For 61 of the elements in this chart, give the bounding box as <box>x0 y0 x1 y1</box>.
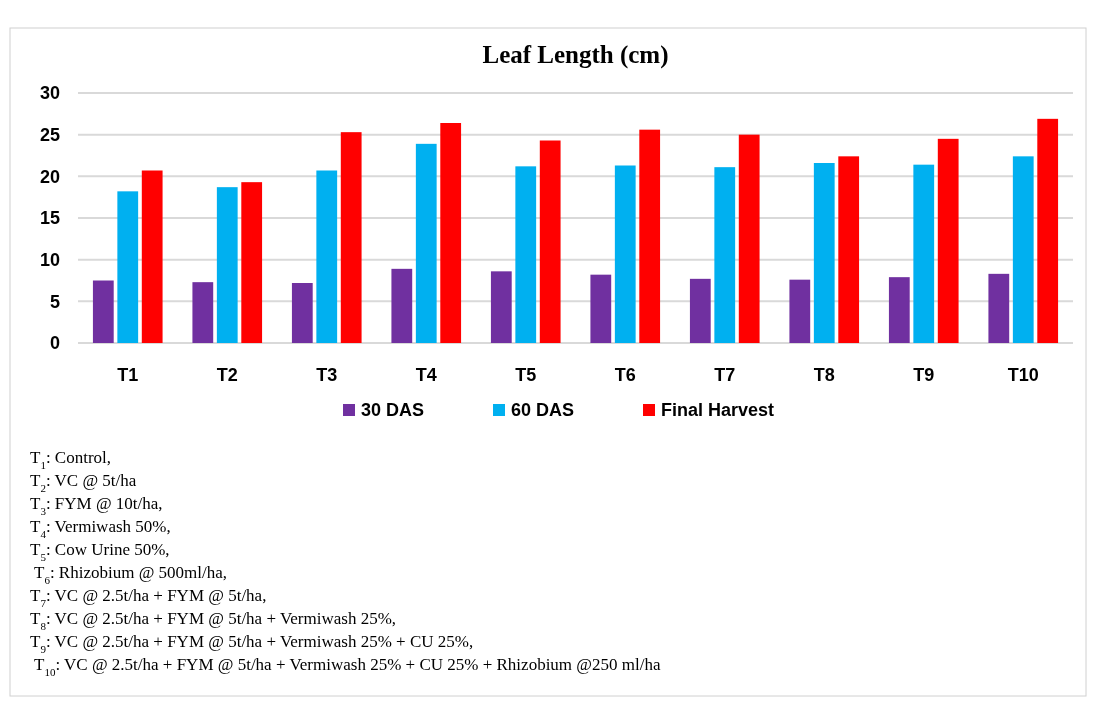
text: T$_{1}$: Control, <box>30 448 112 471</box>
bar <box>440 123 462 343</box>
y-tick-label: 15 <box>39 208 60 229</box>
bar <box>490 271 512 343</box>
y-tick-label: 20 <box>39 166 60 187</box>
bar <box>415 143 437 343</box>
bar <box>192 282 214 343</box>
y-tick-label: 25 <box>39 124 60 145</box>
bar <box>913 164 935 343</box>
bar <box>92 280 114 343</box>
x-tick-label: T8 <box>813 365 835 385</box>
text: T$_{10}$: VC @ 2.5t/ha + FYM @ 5t/ha + Vermiwash 25% + CU 25% + Rhizobium @250 ml/ha <box>34 655 661 678</box>
legend-label: 60 DAS <box>511 400 575 420</box>
legend-label: Final Harvest <box>661 400 775 420</box>
x-tick-label: T2 <box>216 365 238 385</box>
text: T$_{3}$: FYM @ 10t/ha, <box>30 494 163 517</box>
x-tick-label: T5 <box>515 365 537 385</box>
chart-title: Leaf Length (cm) <box>482 41 669 69</box>
bar <box>117 191 139 343</box>
bar <box>291 283 313 343</box>
bar <box>340 132 362 343</box>
y-tick-label: 5 <box>49 291 60 312</box>
text: T$_{7}$: VC @ 2.5t/ha + FYM @ 5t/ha, <box>30 586 267 609</box>
x-tick-label: T3 <box>316 365 338 385</box>
bar <box>614 165 636 343</box>
text: T$_{9}$: VC @ 2.5t/ha + FYM @ 5t/ha + Vermiwash 25% + CU 25%, <box>30 632 474 655</box>
bar <box>391 268 413 343</box>
bar <box>216 187 238 343</box>
text: T$_{5}$: Cow Urine 50%, <box>30 540 170 563</box>
bar <box>738 134 760 343</box>
bar <box>838 156 860 343</box>
bar <box>316 170 338 343</box>
bar <box>539 140 561 343</box>
x-tick-label: T7 <box>714 365 736 385</box>
bar <box>813 163 835 343</box>
bar <box>789 279 811 343</box>
text: T$_{6}$: Rhizobium @ 500ml/ha, <box>34 563 228 586</box>
bar <box>1012 156 1034 343</box>
bar <box>590 274 612 343</box>
x-tick-label: T6 <box>614 365 636 385</box>
text: T$_{8}$: VC @ 2.5t/ha + FYM @ 5t/ha + Vermiwash 25%, <box>30 609 397 632</box>
bar <box>241 182 263 343</box>
bar <box>639 129 661 343</box>
y-tick-label: 30 <box>39 83 60 104</box>
bar <box>689 278 711 343</box>
text: T$_{2}$: VC @ 5t/ha <box>30 471 137 494</box>
x-tick-label: T10 <box>1007 365 1039 385</box>
x-tick-label: T4 <box>415 365 437 385</box>
x-tick-label: T9 <box>913 365 935 385</box>
legend-label: 30 DAS <box>361 400 425 420</box>
y-tick-label: 10 <box>39 249 60 270</box>
y-tick-label: 0 <box>49 333 60 354</box>
text: T$_{4}$: Vermiwash 50%, <box>30 517 171 540</box>
bar <box>515 166 537 343</box>
x-tick-label: T1 <box>117 365 139 385</box>
bar <box>888 277 910 343</box>
bar <box>714 167 736 343</box>
bar <box>1037 118 1059 343</box>
bar <box>988 273 1010 343</box>
bar <box>141 170 163 343</box>
bar <box>937 138 959 343</box>
